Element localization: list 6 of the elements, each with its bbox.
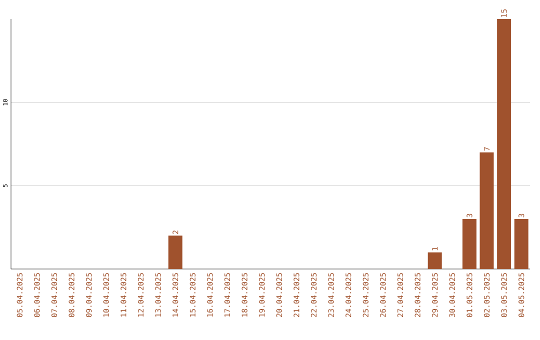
bar — [428, 252, 442, 269]
bar — [480, 152, 494, 269]
bar — [497, 18, 512, 269]
bar — [514, 219, 528, 269]
bar — [168, 236, 182, 269]
bar — [462, 219, 476, 269]
